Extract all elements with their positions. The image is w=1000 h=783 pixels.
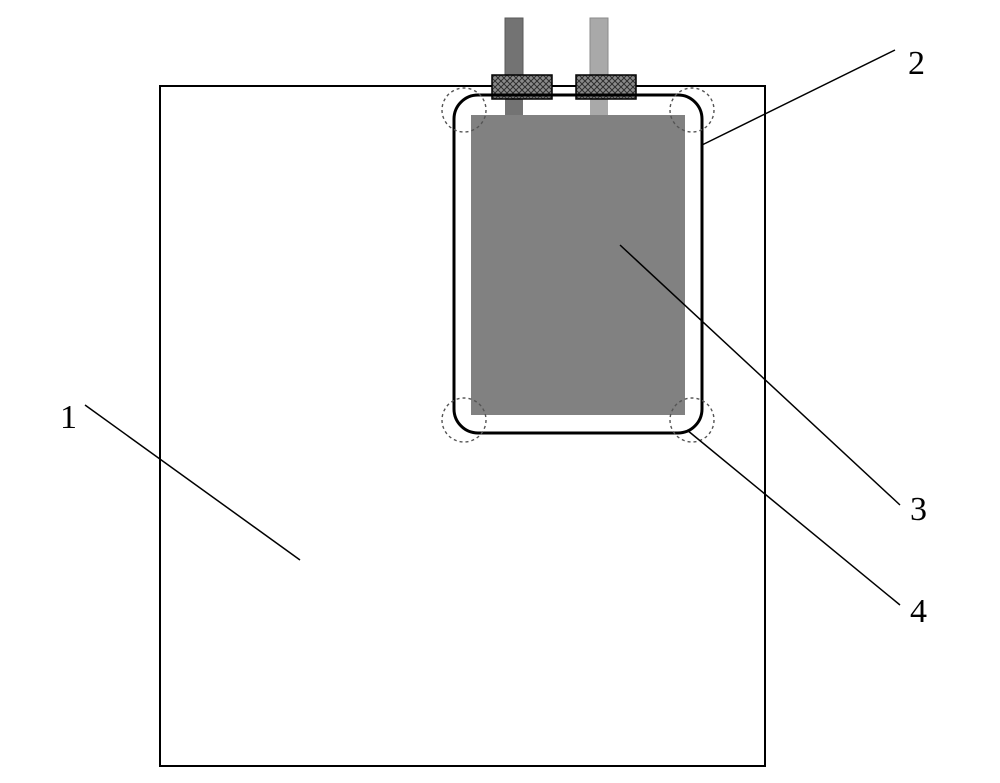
terminal-lead-right [590,18,608,75]
terminal-lead-left [505,18,523,75]
label-1: 1 [60,399,77,437]
leader-line-1 [85,405,300,560]
diagram-svg [0,0,1000,783]
cell-body [471,115,685,415]
label-3: 3 [910,491,927,529]
label-4: 4 [910,593,927,631]
leader-line-2 [702,50,895,145]
corner-marker-4 [670,398,714,442]
corner-marker-3 [442,398,486,442]
leader-line-4 [687,430,900,605]
label-2: 2 [908,45,925,83]
